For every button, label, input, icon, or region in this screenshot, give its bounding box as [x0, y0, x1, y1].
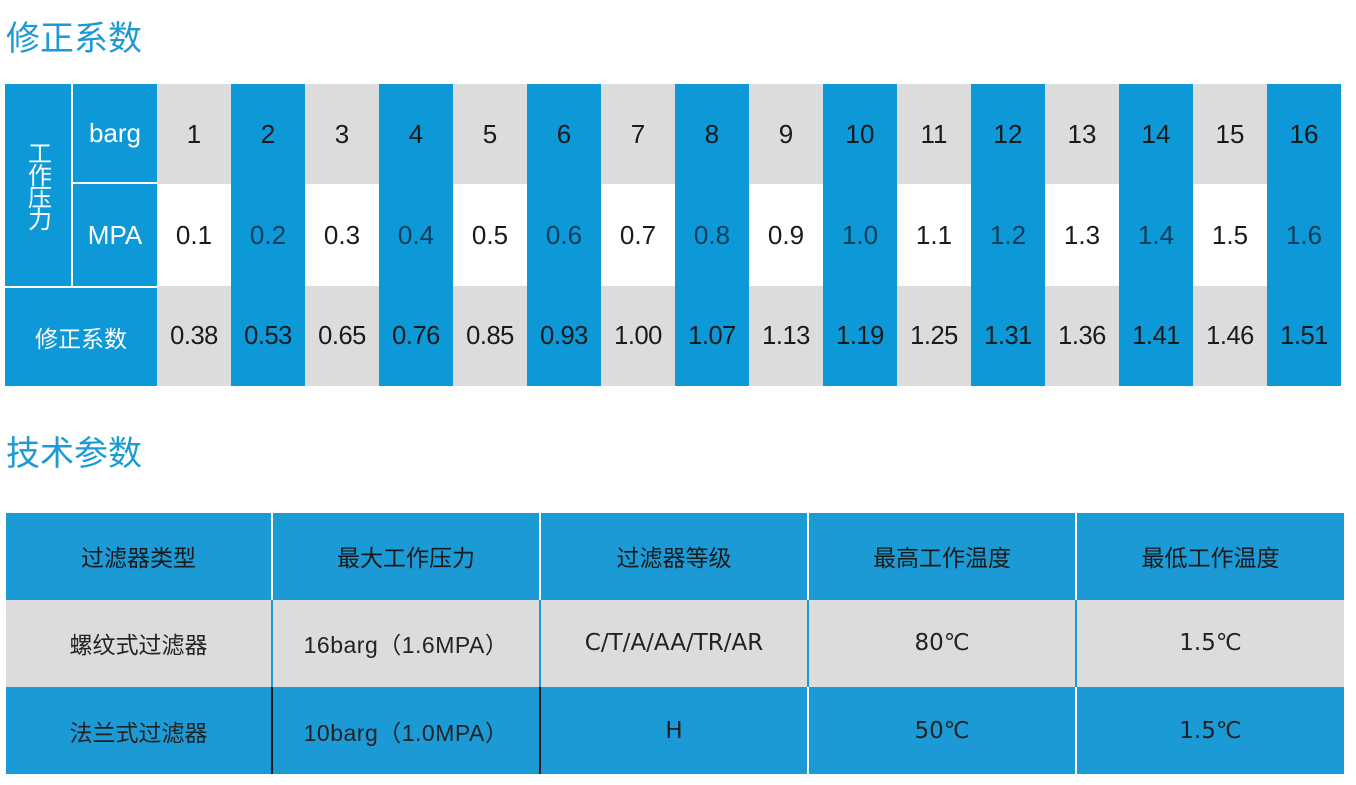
factor-cell: 1.00 — [601, 286, 675, 386]
factor-cell: 1.25 — [897, 286, 971, 386]
barg-cell: 13 — [1045, 84, 1119, 184]
factor-cell: 0.53 — [231, 286, 305, 386]
barg-cell: 11 — [897, 84, 971, 184]
mpa-cell: 1.0 — [823, 184, 897, 286]
header-max-pressure: 最大工作压力 — [271, 513, 540, 600]
cell-max-pressure: 16barg（1.6MPA） — [271, 599, 540, 688]
correction-factor-table: 工作压力 barg MPA 修正系数 1 0.1 0.38 2 0.2 0.53 3 0.3 0… — [5, 84, 1345, 386]
factor-cell: 1.51 — [1267, 286, 1341, 386]
header-max-temp: 最高工作温度 — [807, 513, 1076, 600]
barg-cell: 8 — [675, 84, 749, 184]
barg-cell: 9 — [749, 84, 823, 184]
barg-cell: 16 — [1267, 84, 1341, 184]
header-min-temp: 最低工作温度 — [1075, 513, 1344, 600]
factor-cell: 0.93 — [527, 286, 601, 386]
barg-cell: 14 — [1119, 84, 1193, 184]
mpa-cell: 0.1 — [157, 184, 231, 286]
factor-cell: 1.46 — [1193, 286, 1267, 386]
factor-cell: 1.07 — [675, 286, 749, 386]
mpa-cell: 1.6 — [1267, 184, 1341, 286]
barg-cell: 10 — [823, 84, 897, 184]
mpa-cell: 1.2 — [971, 184, 1045, 286]
mpa-cell: 1.1 — [897, 184, 971, 286]
cell-min-temp: 1.5℃ — [1075, 687, 1344, 774]
correction-title: 修正系数 — [6, 19, 142, 59]
mpa-cell: 0.3 — [305, 184, 379, 286]
cell-max-pressure: 10barg（1.0MPA） — [271, 687, 541, 774]
table-header-row: 过滤器类型 最大工作压力 过滤器等级 最高工作温度 最低工作温度 — [6, 513, 1344, 600]
mpa-cell: 0.5 — [453, 184, 527, 286]
factor-cell: 0.65 — [305, 286, 379, 386]
cell-filter-grade: H — [539, 687, 808, 774]
technical-title: 技术参数 — [6, 434, 142, 474]
mpa-cell: 0.8 — [675, 184, 749, 286]
header-filter-type: 过滤器类型 — [6, 513, 272, 600]
factor-cell: 1.41 — [1119, 286, 1193, 386]
factor-cell: 1.19 — [823, 286, 897, 386]
barg-cell: 7 — [601, 84, 675, 184]
factor-cell: 1.36 — [1045, 286, 1119, 386]
mpa-cell: 0.7 — [601, 184, 675, 286]
factor-cell: 0.85 — [453, 286, 527, 386]
factor-cell: 0.38 — [157, 286, 231, 386]
cell-min-temp: 1.5℃ — [1075, 599, 1344, 688]
cell-filter-type: 法兰式过滤器 — [6, 687, 272, 774]
mpa-cell: 0.6 — [527, 184, 601, 286]
barg-cell: 1 — [157, 84, 231, 184]
cell-filter-type: 螺纹式过滤器 — [6, 599, 272, 688]
barg-cell: 2 — [231, 84, 305, 184]
table-row: 螺纹式过滤器 16barg（1.6MPA） C/T/A/AA/TR/AR 80℃… — [6, 599, 1344, 688]
factor-cell: 1.13 — [749, 286, 823, 386]
mpa-cell: 0.9 — [749, 184, 823, 286]
table-row: 法兰式过滤器 10barg（1.0MPA） H 50℃ 1.5℃ — [6, 687, 1344, 774]
barg-cell: 3 — [305, 84, 379, 184]
barg-cell: 6 — [527, 84, 601, 184]
cell-max-temp: 80℃ — [807, 599, 1076, 688]
mpa-cell: 1.4 — [1119, 184, 1193, 286]
mpa-cell: 0.2 — [231, 184, 305, 286]
cell-max-temp: 50℃ — [807, 687, 1076, 774]
unit-barg-label: barg — [73, 84, 157, 184]
technical-parameters-table: 过滤器类型 最大工作压力 过滤器等级 最高工作温度 最低工作温度 螺纹式过滤器 … — [6, 513, 1344, 774]
mpa-cell: 1.3 — [1045, 184, 1119, 286]
header-filter-grade: 过滤器等级 — [539, 513, 808, 600]
unit-mpa-label: MPA — [73, 184, 157, 286]
factor-cell: 1.31 — [971, 286, 1045, 386]
working-pressure-label: 工作压力 — [5, 84, 73, 286]
mpa-cell: 0.4 — [379, 184, 453, 286]
barg-cell: 5 — [453, 84, 527, 184]
correction-factor-label: 修正系数 — [5, 286, 157, 386]
barg-cell: 12 — [971, 84, 1045, 184]
barg-cell: 4 — [379, 84, 453, 184]
barg-cell: 15 — [1193, 84, 1267, 184]
factor-cell: 0.76 — [379, 286, 453, 386]
cell-filter-grade: C/T/A/AA/TR/AR — [539, 599, 808, 688]
mpa-cell: 1.5 — [1193, 184, 1267, 286]
